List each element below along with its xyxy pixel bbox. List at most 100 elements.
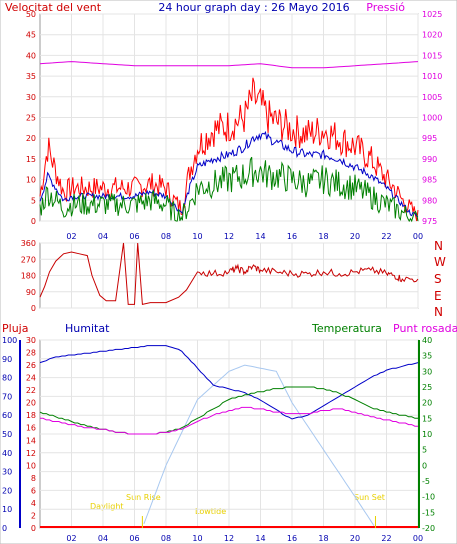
pressure-tick-label: 995 (422, 134, 437, 143)
humidity-tick-label: 90 (2, 355, 12, 364)
direction-tick-label: 0 (31, 304, 36, 313)
direction-tick-label: 360 (21, 239, 36, 248)
speed-tick-label: 0 (31, 217, 36, 226)
lowtide-annotation: Lowtide (195, 507, 226, 516)
x-tick-label: 00 (413, 534, 423, 543)
direction-tick-label: 180 (21, 272, 36, 281)
rain-tick-label: 30 (26, 336, 36, 345)
rain-tick-label: 6 (31, 486, 36, 495)
compass-e: E (434, 289, 442, 303)
rain-tick-label: 14 (26, 436, 36, 445)
pressure-title: Pressió (366, 1, 405, 14)
humidity-tick-label: 60 (2, 411, 12, 420)
x-tick-label: 14 (255, 534, 265, 543)
humidity-tick-label: 70 (2, 392, 12, 401)
sunrise-annotation: Sun Rise (126, 493, 161, 502)
compass-w: W (434, 255, 446, 269)
humidity-tick-label: 30 (2, 468, 12, 477)
humidity-tick-label: 20 (2, 486, 12, 495)
x-tick-label: 06 (129, 534, 139, 543)
humidity-tick-label: 0 (2, 524, 7, 533)
pressure-tick-label: 1015 (422, 51, 442, 60)
series-layer (39, 61, 419, 528)
pressure-tick-label: 975 (422, 217, 437, 226)
rain-tick-label: 4 (31, 499, 36, 508)
temp-tick-label: 25 (422, 383, 432, 392)
x-tick-label: 16 (287, 534, 297, 543)
x-tick-label: 02 (66, 534, 76, 543)
wind-gust-line (39, 77, 419, 222)
x-tick-label: 10 (192, 232, 202, 241)
x-tick-label: 02 (66, 232, 76, 241)
pressure-tick-label: 1005 (422, 93, 442, 102)
x-tick-label: 04 (98, 232, 108, 241)
humidity-tick-label: 40 (2, 449, 12, 458)
humidity-tick-label: 10 (2, 505, 12, 514)
wind-average-line (39, 130, 419, 218)
x-tick-label: 04 (98, 534, 108, 543)
daylight-annotation: Daylight (90, 502, 124, 511)
pressure-tick-label: 1000 (422, 114, 442, 123)
speed-tick-label: 45 (26, 31, 36, 40)
x-tick-label: 22 (381, 232, 391, 241)
x-tick-label: 00 (413, 232, 423, 241)
speed-tick-label: 25 (26, 114, 36, 123)
solar-curve (143, 364, 375, 526)
direction-tick-label: 270 (21, 255, 36, 264)
pressure-tick-label: 990 (422, 155, 437, 164)
temp-tick-label: 5 (422, 446, 427, 455)
dewpoint-line (40, 406, 418, 435)
speed-tick-label: 50 (26, 10, 36, 19)
speed-tick-label: 35 (26, 72, 36, 81)
x-tick-label: 20 (350, 232, 360, 241)
compass-n-bottom: N (434, 305, 443, 319)
x-tick-label: 16 (287, 232, 297, 241)
temp-tick-label: 15 (422, 414, 432, 423)
rain-tick-label: 12 (26, 449, 36, 458)
temp-tick-label: 35 (422, 352, 432, 361)
rain-tick-label: 22 (26, 386, 36, 395)
temp-tick-label: -5 (422, 477, 430, 486)
speed-tick-label: 30 (26, 93, 36, 102)
pressure-tick-label: 1020 (422, 31, 442, 40)
temp-tick-label: 10 (422, 430, 432, 439)
speed-tick-label: 5 (31, 196, 36, 205)
x-tick-label: 06 (129, 232, 139, 241)
rain-tick-label: 20 (26, 399, 36, 408)
temp-tick-label: 20 (422, 399, 432, 408)
humidity-tick-label: 50 (2, 430, 12, 439)
x-tick-label: 08 (161, 534, 171, 543)
x-tick-label: 08 (161, 232, 171, 241)
pressure-tick-label: 1010 (422, 72, 442, 81)
rain-tick-label: 28 (26, 349, 36, 358)
temp-tick-label: 40 (422, 336, 432, 345)
x-tick-label: 10 (192, 534, 202, 543)
speed-tick-label: 10 (26, 176, 36, 185)
compass-s: S (434, 272, 442, 286)
rain-label: Pluja (2, 322, 28, 335)
x-tick-label: 12 (224, 232, 234, 241)
temp-tick-label: -20 (422, 524, 435, 533)
wind-direction-line (39, 242, 419, 306)
rain-tick-label: 18 (26, 411, 36, 420)
x-tick-label: 18 (318, 534, 328, 543)
x-tick-label: 18 (318, 232, 328, 241)
temperature-label: Temperatura (311, 322, 382, 335)
humidity-line (39, 345, 419, 420)
speed-tick-label: 40 (26, 51, 36, 60)
graph-title: 24 hour graph day : 26 Mayo 2016 (158, 1, 349, 14)
dewpoint-label: Punt rosada (393, 322, 457, 335)
rain-tick-label: 0 (31, 524, 36, 533)
rain-tick-label: 24 (26, 374, 36, 383)
direction-tick-label: 90 (26, 288, 36, 297)
x-tick-label: 22 (381, 534, 391, 543)
rain-tick-label: 2 (31, 511, 36, 520)
temp-tick-label: -10 (422, 493, 435, 502)
wind-lowest-line (39, 156, 419, 223)
rain-tick-label: 26 (26, 361, 36, 370)
humidity-tick-label: 80 (2, 374, 12, 383)
humidity-tick-label: 100 (2, 336, 17, 345)
temp-tick-label: 30 (422, 367, 432, 376)
x-tick-label: 12 (224, 534, 234, 543)
